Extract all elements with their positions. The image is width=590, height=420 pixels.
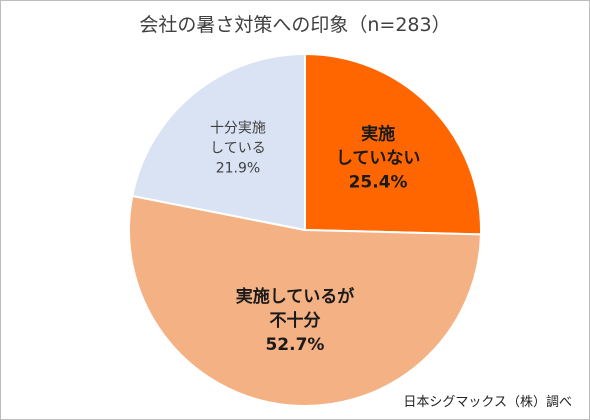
slice-category-label: 実施しているが <box>236 286 355 307</box>
pie-slice-3 <box>131 52 306 232</box>
slice-category-label: していない <box>336 149 421 169</box>
slice-value-label: 52.7% <box>265 335 324 355</box>
chart-title: 会社の暑さ対策への印象（n=283） <box>139 14 451 36</box>
slice-value-label: 21.9% <box>216 160 260 176</box>
slice-category-label: 十分実施 <box>210 120 266 136</box>
slice-category-label: 実施 <box>361 124 395 145</box>
source-note: 日本シグマックス（株）調べ <box>403 395 572 410</box>
pie-slice-1 <box>304 52 482 236</box>
pie-slice-2 <box>128 194 482 407</box>
slice-value-label: 25.4% <box>349 173 408 193</box>
slice-category-label: している <box>210 140 266 156</box>
slice-category-label: 不十分 <box>269 310 320 331</box>
